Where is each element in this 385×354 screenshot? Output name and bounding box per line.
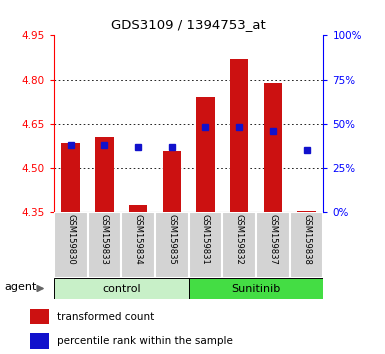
Bar (297, 211, 316, 212)
Bar (62, 143, 80, 212)
Bar (223, 212, 256, 278)
Text: agent: agent (4, 282, 37, 292)
Bar (264, 82, 282, 212)
Text: percentile rank within the sample: percentile rank within the sample (57, 336, 233, 346)
Bar (196, 97, 215, 212)
Bar (189, 278, 323, 299)
Bar (30, 309, 49, 324)
Bar (129, 205, 147, 212)
Bar (121, 212, 155, 278)
Bar (256, 212, 290, 278)
Bar (54, 278, 189, 299)
Text: GSM159834: GSM159834 (134, 215, 142, 265)
Text: GSM159830: GSM159830 (66, 215, 75, 265)
Bar (162, 151, 181, 212)
Text: GSM159833: GSM159833 (100, 215, 109, 265)
Bar (54, 212, 88, 278)
Text: GSM159835: GSM159835 (167, 215, 176, 265)
Bar (95, 137, 114, 212)
Text: GSM159832: GSM159832 (235, 215, 244, 265)
Bar (155, 212, 189, 278)
Text: GSM159831: GSM159831 (201, 215, 210, 265)
Text: control: control (102, 284, 141, 293)
Bar (189, 212, 223, 278)
Text: GSM159837: GSM159837 (268, 215, 277, 265)
Bar (290, 212, 323, 278)
Text: transformed count: transformed count (57, 312, 155, 321)
Text: Sunitinib: Sunitinib (231, 284, 281, 293)
Text: GSM159838: GSM159838 (302, 215, 311, 265)
Title: GDS3109 / 1394753_at: GDS3109 / 1394753_at (111, 18, 266, 32)
Bar (230, 59, 248, 212)
Bar (88, 212, 121, 278)
Bar (30, 333, 49, 349)
